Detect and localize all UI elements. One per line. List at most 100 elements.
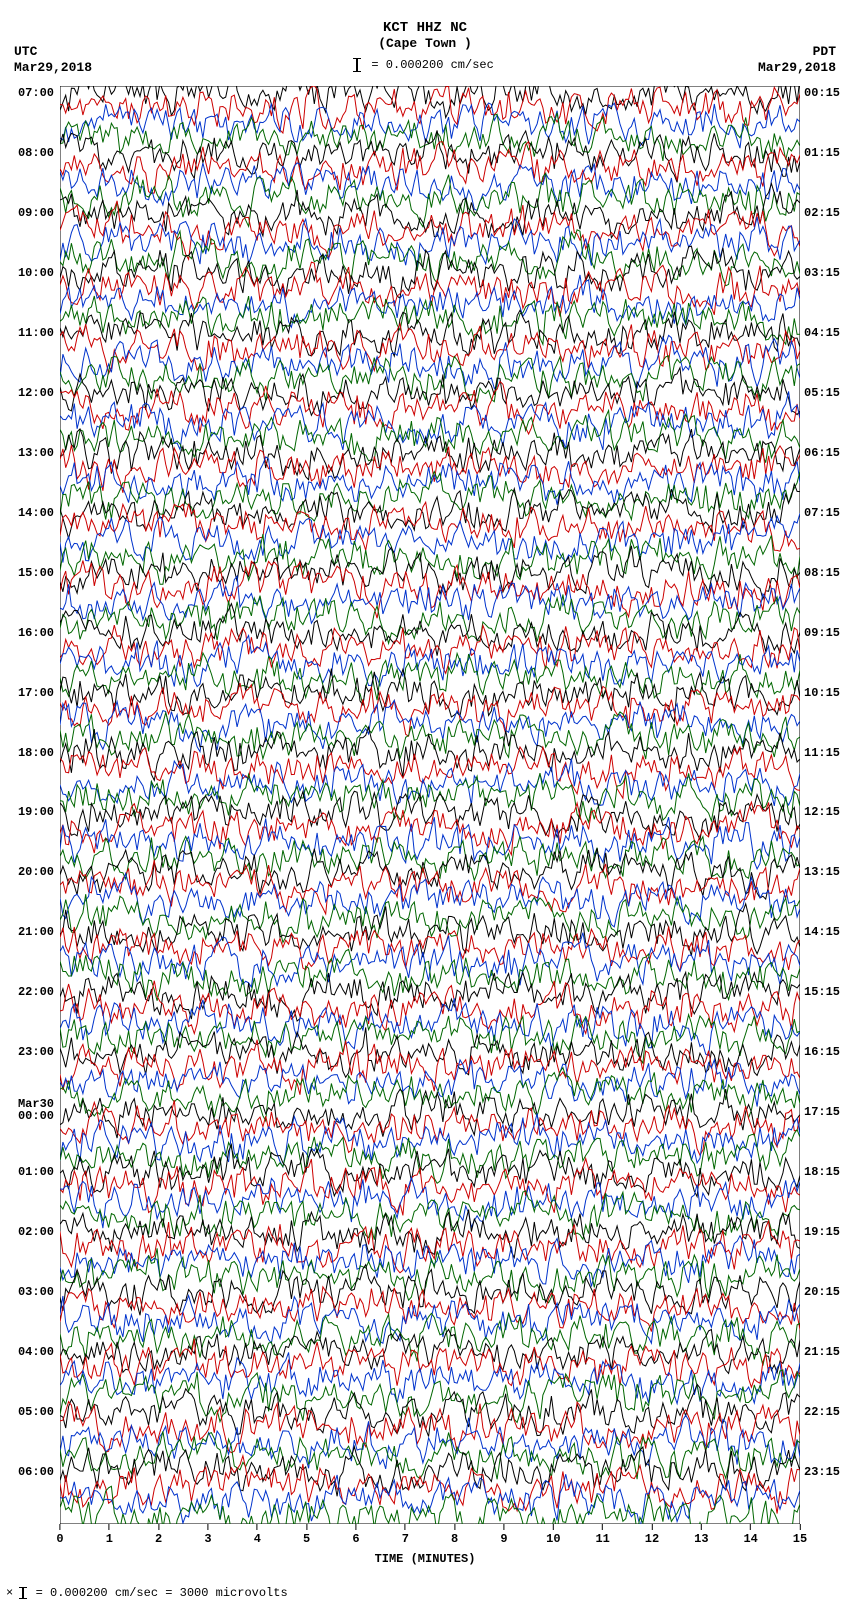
trace-line [60,217,800,267]
xaxis-tick: 3 [204,1524,211,1546]
left-time-label: 13:00 [18,447,54,459]
location-line: (Cape Town ) [0,36,850,51]
xaxis-tick: 15 [793,1524,807,1546]
right-time-label: 00:15 [804,87,840,99]
right-time-label: 16:15 [804,1046,840,1058]
xaxis-tick: 14 [743,1524,757,1546]
left-time-label: 15:00 [18,567,54,579]
trace-line [60,1456,800,1514]
trace-line [60,173,800,226]
trace-line [60,230,800,286]
right-time-label: 04:15 [804,327,840,339]
left-time-label: 12:00 [18,387,54,399]
xaxis-title: TIME (MINUTES) [0,1552,850,1566]
trace-line [60,949,800,1000]
left-time-label: 04:00 [18,1346,54,1358]
trace-line [60,1329,800,1373]
footer-scale: × = 0.000200 cm/sec = 3000 microvolts [6,1586,288,1600]
xaxis-tick: 8 [451,1524,458,1546]
right-time-label: 21:15 [804,1346,840,1358]
left-time-label: 17:00 [18,687,54,699]
right-time-label: 10:15 [804,687,840,699]
trace-line [60,636,800,687]
trace-line [60,1015,800,1064]
xaxis-tick: 13 [694,1524,708,1546]
xaxis-tick: 7 [402,1524,409,1546]
footer-prefix: × [6,1586,13,1600]
footer-scale-bar-icon [22,1587,24,1599]
right-time-label: 11:15 [804,747,840,759]
left-time-label: 20:00 [18,866,54,878]
scale-indicator: = 0.000200 cm/sec [0,58,850,72]
left-time-label: Mar3000:00 [18,1098,54,1122]
left-time-label: 21:00 [18,926,54,938]
trace-line [60,246,800,298]
xaxis-tick: 12 [645,1524,659,1546]
date-left-label: Mar29,2018 [14,60,92,75]
trace-line [60,817,800,869]
left-time-label: 06:00 [18,1466,54,1478]
left-time-label: 18:00 [18,747,54,759]
scale-text: = 0.000200 cm/sec [371,58,493,72]
right-time-label: 08:15 [804,567,840,579]
trace-line [60,1474,800,1524]
trace-line [60,411,800,463]
tz-left-label: UTC [14,44,37,59]
footer-text: = 0.000200 cm/sec = 3000 microvolts [36,1586,288,1600]
left-time-label: 22:00 [18,986,54,998]
left-time-label: 14:00 [18,507,54,519]
trace-line [60,103,800,148]
station-line: KCT HHZ NC [0,20,850,36]
xaxis-tick: 4 [254,1524,261,1546]
right-time-label: 17:15 [804,1106,840,1118]
right-time-label: 05:15 [804,387,840,399]
trace-line [60,727,800,780]
left-time-label: 09:00 [18,207,54,219]
trace-line [60,1384,800,1436]
seismogram-plot [60,86,800,1524]
right-time-label: 06:15 [804,447,840,459]
right-time-labels: 00:1501:1502:1503:1504:1505:1506:1507:15… [800,86,850,1524]
left-time-label: 01:00 [18,1166,54,1178]
xaxis-tick: 5 [303,1524,310,1546]
seismogram-svg [60,86,800,1524]
tz-right-label: PDT [813,44,836,59]
left-time-label: 16:00 [18,627,54,639]
right-time-label: 14:15 [804,926,840,938]
right-time-label: 03:15 [804,267,840,279]
right-time-label: 18:15 [804,1166,840,1178]
trace-line [60,275,800,327]
trace-line [60,933,800,987]
right-time-label: 12:15 [804,806,840,818]
trace-line [60,848,800,899]
right-time-label: 20:15 [804,1286,840,1298]
xaxis-tick: 11 [595,1524,609,1546]
trace-line [60,457,800,505]
right-time-label: 19:15 [804,1226,840,1238]
trace-line [60,142,800,194]
xaxis-ticks: 0123456789101112131415 [60,1524,800,1554]
right-time-label: 22:15 [804,1406,840,1418]
seismogram-page: KCT HHZ NC (Cape Town ) = 0.000200 cm/se… [0,0,850,1613]
date-right-label: Mar29,2018 [758,60,836,75]
scale-bar-icon [356,58,358,72]
xaxis-tick: 0 [56,1524,63,1546]
trace-line [60,484,800,538]
right-time-label: 13:15 [804,866,840,878]
left-time-label: 05:00 [18,1406,54,1418]
right-time-label: 15:15 [804,986,840,998]
trace-line [60,773,800,822]
left-time-labels: 07:0008:0009:0010:0011:0012:0013:0014:00… [0,86,58,1524]
xaxis-tick: 6 [352,1524,359,1546]
left-time-label: 07:00 [18,87,54,99]
xaxis-tick: 9 [500,1524,507,1546]
trace-line [60,1296,800,1344]
left-time-label: 11:00 [18,327,54,339]
right-time-label: 02:15 [804,207,840,219]
xaxis-tick: 2 [155,1524,162,1546]
right-time-label: 07:15 [804,507,840,519]
xaxis-tick: 10 [546,1524,560,1546]
xaxis-tick: 1 [106,1524,113,1546]
trace-line [60,1060,800,1107]
left-time-label: 08:00 [18,147,54,159]
